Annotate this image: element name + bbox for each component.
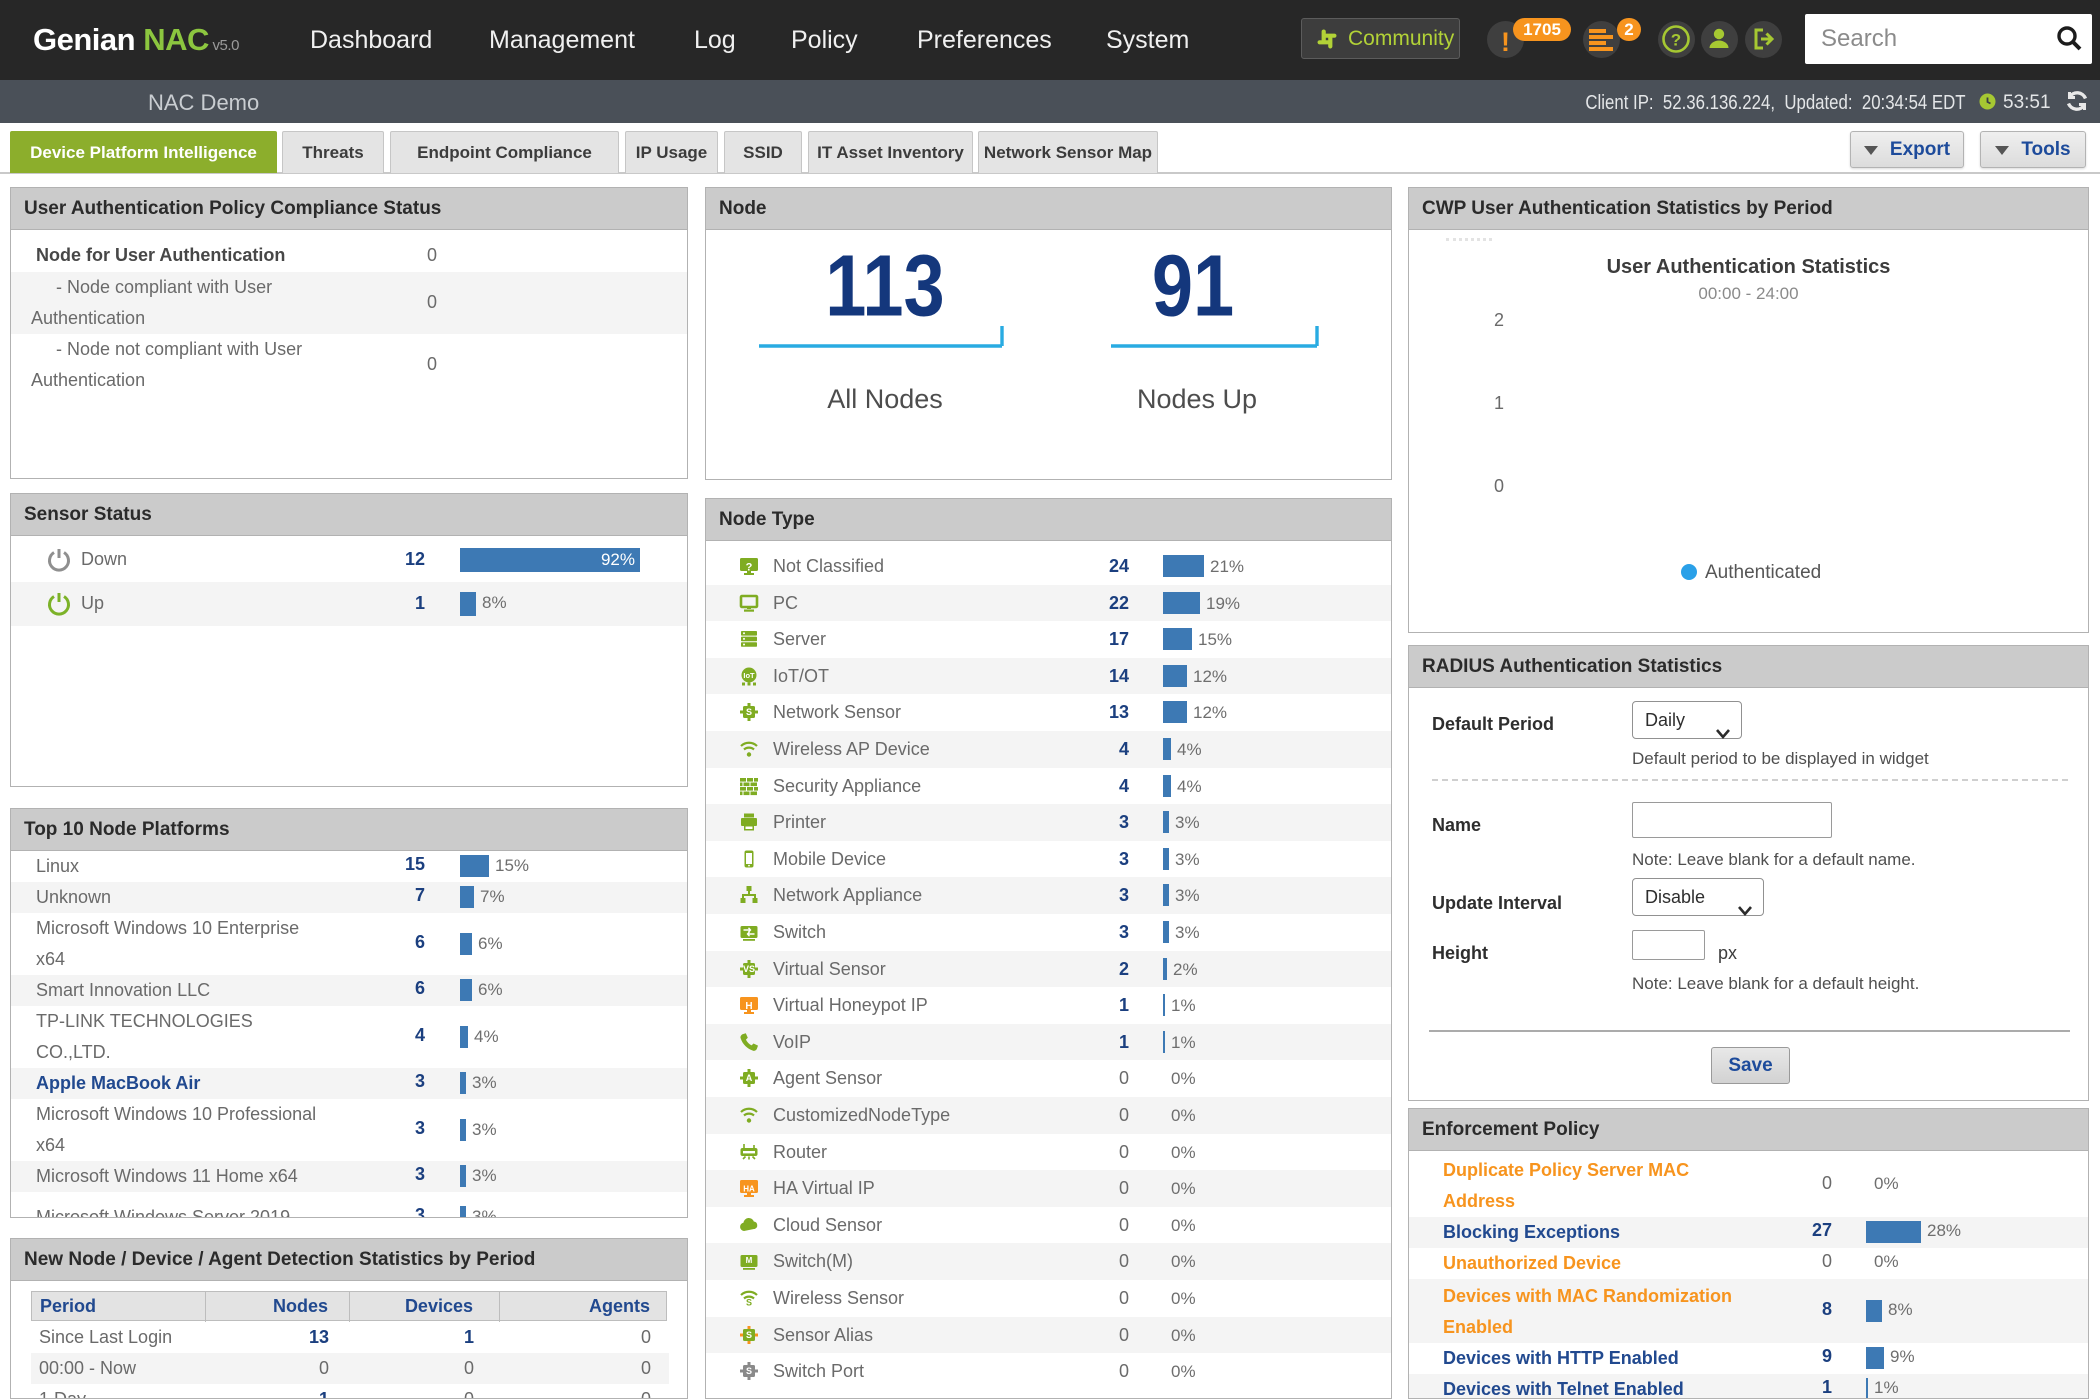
svg-text:IoT: IoT [743,671,755,680]
svg-text:M: M [746,1257,753,1266]
svg-text:HA: HA [743,1185,755,1194]
svg-text:S: S [746,707,752,717]
svg-text:S: S [746,1330,752,1340]
svg-text:S: S [746,1366,752,1376]
svg-text:A: A [746,1073,753,1083]
svg-text:S: S [746,1297,752,1307]
svg-text:s: s [752,1222,757,1231]
svg-text:?: ? [746,561,753,573]
svg-text:VS: VS [743,964,755,974]
svg-text:?: ? [1671,30,1681,49]
svg-text:H: H [745,1001,752,1012]
